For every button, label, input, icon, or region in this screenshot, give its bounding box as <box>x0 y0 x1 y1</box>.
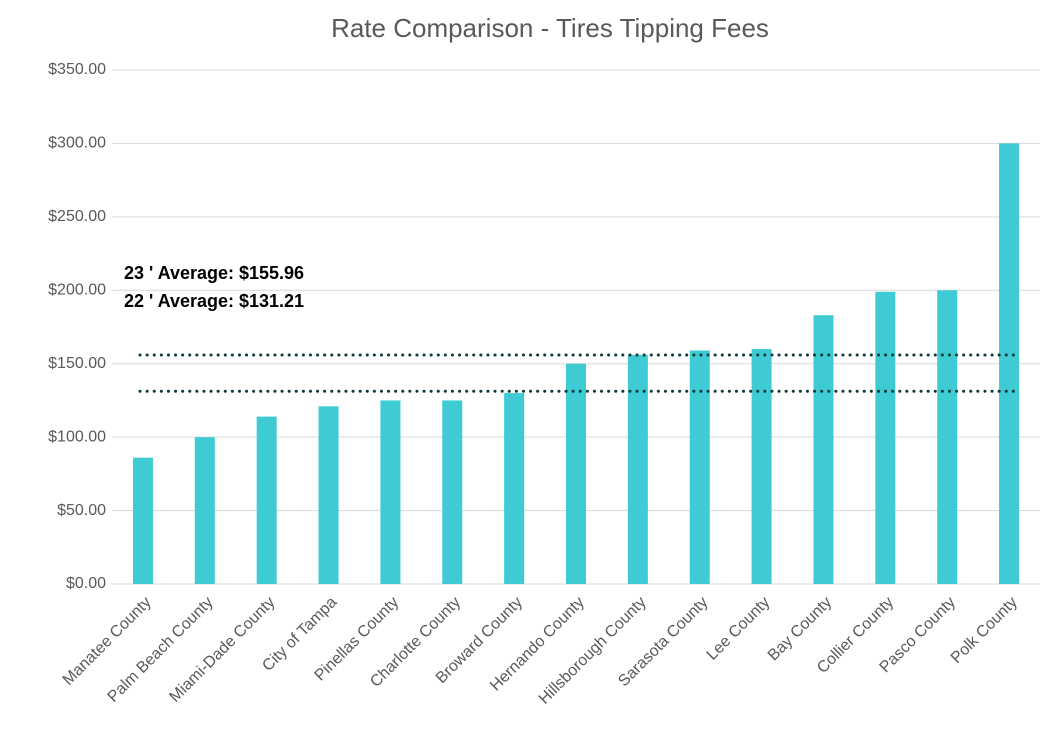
annotation: 23 ' Average: $155.96 <box>124 263 304 283</box>
x-tick-label: Miami-Dade County <box>166 594 278 706</box>
y-tick-label: $300.00 <box>48 135 106 152</box>
y-tick-label: $350.00 <box>48 61 106 78</box>
bar <box>875 291 896 584</box>
y-tick-label: $150.00 <box>48 355 106 372</box>
bar <box>627 354 648 584</box>
bar <box>318 406 339 584</box>
bar <box>132 457 153 584</box>
bar <box>566 363 586 584</box>
y-tick-label: $0.00 <box>66 575 106 592</box>
bar <box>194 437 215 584</box>
annotation: 22 ' Average: $131.21 <box>124 291 304 311</box>
x-tick-label: Polk County <box>948 594 1021 667</box>
bar <box>751 349 772 584</box>
bar <box>689 350 710 584</box>
y-tick-label: $200.00 <box>48 282 106 299</box>
bar <box>256 416 277 584</box>
y-tick-label: $100.00 <box>48 428 106 445</box>
bar <box>937 290 958 584</box>
bar <box>813 315 834 584</box>
y-tick-label: $50.00 <box>57 502 106 519</box>
bar <box>442 400 463 584</box>
chart-title: Rate Comparison - Tires Tipping Fees <box>331 13 769 43</box>
x-tick-label: Hillsborough County <box>536 594 650 708</box>
y-tick-label: $250.00 <box>48 208 106 225</box>
x-tick-label: Lee County <box>704 594 774 664</box>
bar <box>380 400 401 584</box>
bar <box>999 143 1020 584</box>
x-tick-label: Palm Beach County <box>105 594 217 706</box>
bar <box>504 393 525 584</box>
